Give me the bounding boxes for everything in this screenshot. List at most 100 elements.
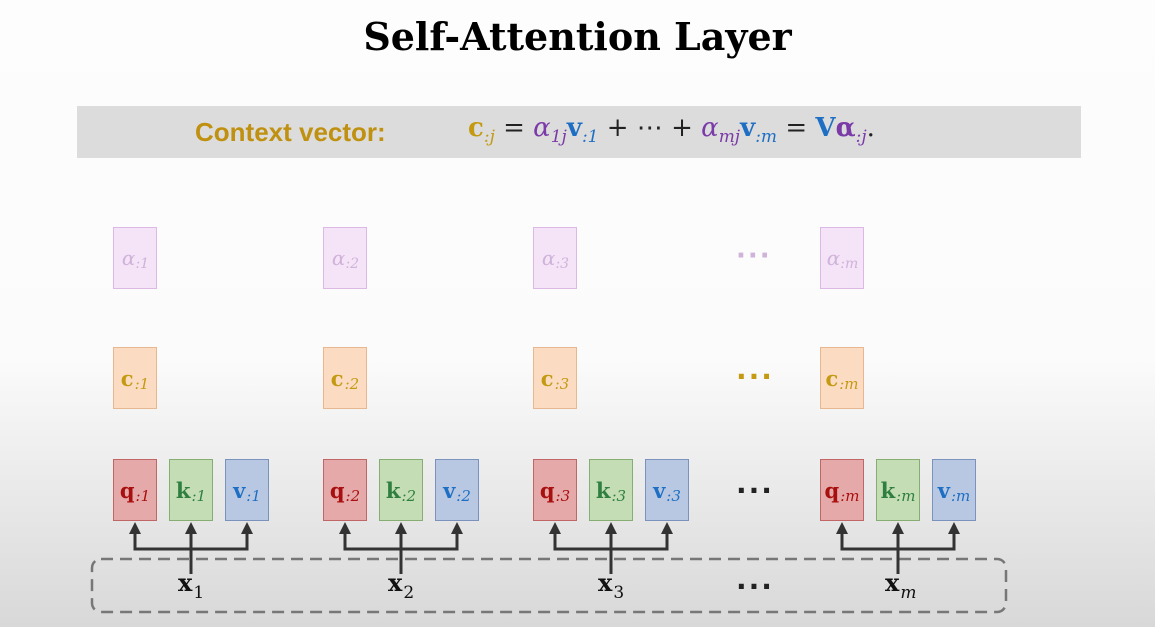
value-box-2-symbol: v bbox=[443, 477, 456, 503]
alpha-box-4-symbol: α bbox=[826, 246, 841, 270]
arrow-head-3-3 bbox=[661, 522, 673, 534]
arrow-head-1-1 bbox=[129, 522, 141, 534]
value-box-1: v:1 bbox=[225, 459, 269, 521]
context-vector-label: Context vector: bbox=[195, 117, 386, 147]
input-arrows-4 bbox=[836, 522, 960, 574]
arrow-head-4-1 bbox=[836, 522, 848, 534]
context-box-2-sub: :2 bbox=[344, 375, 360, 393]
key-box-2: k:2 bbox=[379, 459, 423, 521]
query-box-2-symbol: q bbox=[329, 477, 345, 503]
alpha-box-4-sub: :m bbox=[840, 256, 859, 272]
context-box-1-sub: :1 bbox=[134, 375, 150, 393]
query-box-3-sub: :3 bbox=[555, 487, 571, 505]
formula-term2-v: v bbox=[740, 113, 756, 143]
context-box-1-symbol: c bbox=[120, 365, 134, 391]
formula-rhs-alpha: α bbox=[835, 113, 856, 143]
query-box-1-symbol: q bbox=[119, 477, 135, 503]
alpha-box-4: α:m bbox=[820, 227, 864, 289]
input-x-2: x2 bbox=[388, 568, 414, 603]
context-box-3-sub: :3 bbox=[554, 375, 570, 393]
formula-rhs-V: V bbox=[815, 113, 836, 143]
input-x-3-symbol: x bbox=[598, 568, 613, 597]
query-box-1: q:1 bbox=[113, 459, 157, 521]
context-vector-formula: c:j = α1jv:1 + ⋯ + αmjv:m = Vα:j. bbox=[468, 113, 875, 147]
arrow-lines-4 bbox=[840, 531, 956, 574]
alpha-box-2: α:2 bbox=[323, 227, 367, 289]
query-box-3: q:3 bbox=[533, 459, 577, 521]
key-box-1-symbol: k bbox=[175, 477, 191, 503]
formula-lhs-symbol: c bbox=[468, 113, 484, 143]
arrow-lines-2 bbox=[343, 531, 459, 574]
formula-term1-v: v bbox=[566, 113, 582, 143]
input-x-3: x3 bbox=[598, 568, 624, 603]
input-x-4: xm bbox=[885, 568, 916, 603]
key-box-4-symbol: k bbox=[880, 477, 896, 503]
context-box-4-symbol: c bbox=[825, 365, 839, 391]
arrow-lines-3 bbox=[553, 531, 669, 574]
formula-term1-v-sub: :1 bbox=[581, 127, 599, 148]
formula-rhs-alpha-sub: :j bbox=[855, 127, 867, 148]
context-box-2-symbol: c bbox=[330, 365, 344, 391]
arrow-head-1-2 bbox=[185, 522, 197, 534]
query-box-2: q:2 bbox=[323, 459, 367, 521]
alpha-box-3-sub: :3 bbox=[555, 256, 570, 272]
arrow-head-3-2 bbox=[605, 522, 617, 534]
value-box-4: v:m bbox=[932, 459, 976, 521]
arrow-head-2-2 bbox=[395, 522, 407, 534]
formula-term2-v-sub: :m bbox=[755, 127, 778, 148]
value-box-2: v:2 bbox=[435, 459, 479, 521]
input-x-1-sub: 1 bbox=[193, 583, 205, 603]
input-x-2-symbol: x bbox=[388, 568, 403, 597]
input-x-1: x1 bbox=[178, 568, 204, 603]
alpha-box-3: α:3 bbox=[533, 227, 577, 289]
context-box-3-symbol: c bbox=[540, 365, 554, 391]
formula-term1-alpha-sub: 1j bbox=[550, 127, 567, 148]
ellipsis-alpha-row: ··· bbox=[736, 241, 772, 271]
ellipsis-context-row: ··· bbox=[736, 360, 774, 393]
context-vector-banner bbox=[77, 106, 1081, 158]
query-box-2-sub: :2 bbox=[345, 487, 361, 505]
key-box-1: k:1 bbox=[169, 459, 213, 521]
key-box-3-symbol: k bbox=[595, 477, 611, 503]
formula-period: . bbox=[866, 113, 875, 143]
input-x-3-sub: 3 bbox=[613, 583, 625, 603]
formula-term2-alpha-sub: mj bbox=[718, 127, 741, 148]
value-box-4-symbol: v bbox=[937, 477, 950, 503]
input-dashed-container bbox=[90, 557, 1008, 614]
formula-term2-alpha: α bbox=[701, 113, 719, 143]
key-box-2-sub: :2 bbox=[401, 487, 417, 505]
input-x-2-sub: 2 bbox=[403, 583, 415, 603]
input-arrows-2 bbox=[339, 522, 463, 574]
formula-lhs-sub: :j bbox=[483, 127, 495, 148]
query-box-3-symbol: q bbox=[539, 477, 555, 503]
alpha-box-2-symbol: α bbox=[331, 246, 346, 270]
formula-eq2: = bbox=[777, 113, 816, 143]
alpha-box-1-sub: :1 bbox=[135, 256, 150, 272]
arrow-head-4-3 bbox=[948, 522, 960, 534]
ellipsis-qkv-row: ··· bbox=[736, 474, 774, 507]
query-box-1-sub: :1 bbox=[135, 487, 151, 505]
key-box-4-sub: :m bbox=[896, 487, 916, 505]
page-title: Self-Attention Layer bbox=[363, 14, 792, 59]
arrow-head-2-1 bbox=[339, 522, 351, 534]
key-box-2-symbol: k bbox=[385, 477, 401, 503]
alpha-box-1-symbol: α bbox=[121, 246, 136, 270]
value-box-3-sub: :3 bbox=[666, 487, 681, 505]
context-box-1: c:1 bbox=[113, 347, 157, 409]
arrow-head-3-1 bbox=[549, 522, 561, 534]
arrow-head-4-2 bbox=[892, 522, 904, 534]
value-box-4-sub: :m bbox=[950, 487, 971, 505]
context-box-3: c:3 bbox=[533, 347, 577, 409]
query-box-4-sub: :m bbox=[840, 487, 860, 505]
alpha-box-2-sub: :2 bbox=[345, 256, 360, 272]
input-x-4-sub: m bbox=[900, 583, 917, 603]
value-box-1-sub: :1 bbox=[246, 487, 261, 505]
value-box-1-symbol: v bbox=[233, 477, 246, 503]
value-box-3: v:3 bbox=[645, 459, 689, 521]
query-box-4-symbol: q bbox=[824, 477, 840, 503]
arrow-lines-1 bbox=[133, 531, 249, 574]
key-box-3: k:3 bbox=[589, 459, 633, 521]
arrow-head-2-3 bbox=[451, 522, 463, 534]
formula-term1-alpha: α bbox=[533, 113, 551, 143]
